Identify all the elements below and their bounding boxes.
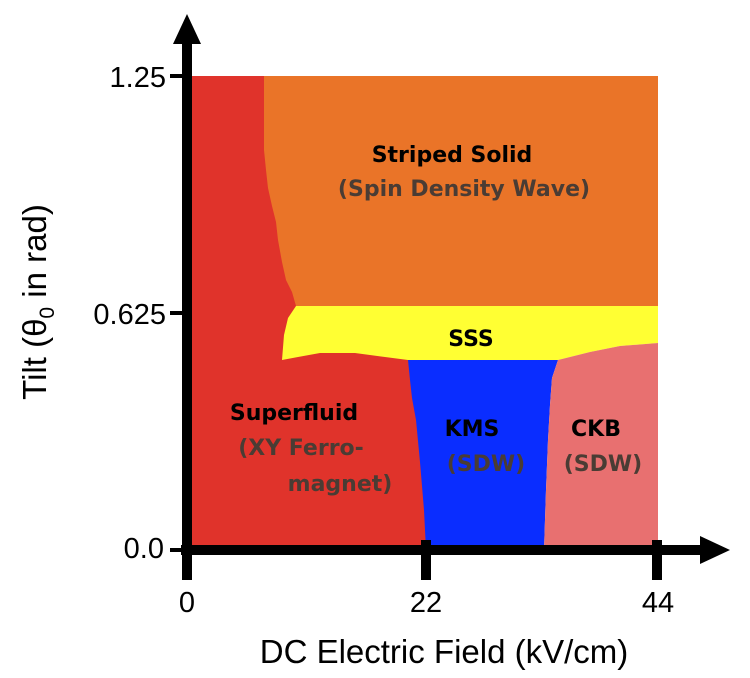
label-superfluid-sub: (XY Ferro-	[238, 436, 364, 461]
x-tick-label: 0	[179, 587, 195, 619]
label-sss: SSS	[448, 327, 494, 352]
label-ckb: CKB	[571, 417, 621, 442]
x-tick-label: 22	[410, 587, 442, 619]
x-axis-title: DC Electric Field (kV/cm)	[260, 633, 629, 670]
label-striped-solid: Striped Solid	[372, 143, 533, 168]
y-tick-label: 0.625	[93, 299, 166, 331]
y-tick-label: 0.0	[124, 533, 164, 565]
y-tick-label: 1.25	[110, 62, 166, 94]
region-sss	[282, 306, 658, 360]
y-axis-title-tail: in rad)	[16, 204, 53, 307]
tick-labels: 1.25 0.625 0.0 0 22 44	[93, 62, 674, 619]
label-superfluid-sub: magnet)	[288, 472, 393, 497]
label-ckb-sub: (SDW)	[564, 452, 642, 477]
label-striped-solid-sub: (Spin Density Wave)	[338, 177, 590, 202]
region-labels: Striped Solid (Spin Density Wave) SSS Su…	[230, 143, 642, 497]
y-axis-title-subscript: 0	[36, 307, 59, 319]
y-axis-arrowhead	[173, 14, 201, 44]
axes	[170, 14, 730, 580]
y-axis-title-main: Tilt (θ	[16, 319, 53, 400]
region-ckb	[544, 343, 658, 550]
region-kms	[408, 360, 558, 550]
region-striped-solid	[264, 76, 658, 306]
y-axis-title: Tilt (θ0 in rad)	[16, 204, 59, 400]
label-kms: KMS	[445, 417, 500, 442]
label-kms-sub: (SDW)	[447, 452, 525, 477]
x-tick-label: 44	[642, 587, 674, 619]
phase-regions	[190, 76, 658, 550]
label-superfluid: Superfluid	[230, 401, 358, 426]
x-axis-arrowhead	[700, 536, 730, 564]
